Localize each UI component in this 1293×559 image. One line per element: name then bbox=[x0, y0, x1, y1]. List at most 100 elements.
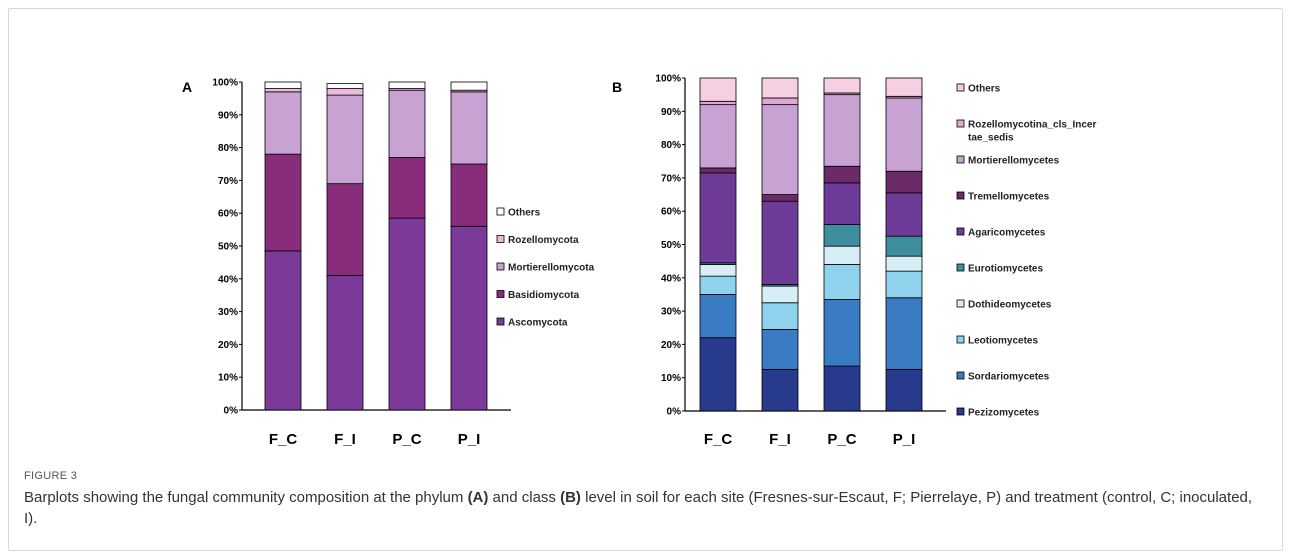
bar-segment-agaricomycetes bbox=[885, 192, 923, 237]
y-tick-label: 40% bbox=[218, 274, 238, 285]
bar-segment-sordariomycetes bbox=[885, 297, 923, 370]
legend-label: Mortierellomycetes bbox=[968, 156, 1060, 167]
x-category-label: P_I bbox=[893, 431, 916, 448]
figure-label: FIGURE 3 bbox=[24, 470, 78, 482]
panel-b-chart: B 0% 10% 20% 30% 40% 50% 60% 70% 80% 90% 100% F_C F_I… bbox=[612, 74, 1096, 449]
legend-swatch bbox=[956, 227, 965, 236]
y-tick-label: 60% bbox=[661, 207, 681, 218]
legend-swatch bbox=[496, 290, 505, 298]
bar-segment-pezizomycetes bbox=[761, 368, 799, 412]
legend-swatch bbox=[956, 191, 965, 200]
x-category-label: P_C bbox=[392, 431, 421, 448]
y-tick-label: 50% bbox=[661, 240, 681, 251]
figure-caption: Barplots showing the fungal community co… bbox=[24, 487, 1269, 529]
bar-segment-rozellomycota bbox=[264, 88, 302, 93]
bar-segment-leotiomycetes bbox=[761, 302, 799, 330]
panel-b-letter: B bbox=[612, 79, 622, 95]
y-tick-label: 80% bbox=[661, 140, 681, 151]
legend-swatch bbox=[956, 263, 965, 272]
bar-segment-others bbox=[264, 81, 302, 89]
bar-segment-basidiomycota bbox=[388, 157, 426, 219]
bar-segment-mortierellomycetes bbox=[699, 104, 737, 169]
legend-label: Sordariomycetes bbox=[968, 372, 1050, 383]
y-tick-label: 10% bbox=[218, 373, 238, 384]
legend-label: Agaricomycetes bbox=[968, 228, 1046, 239]
bar-segment-tremellomycetes bbox=[761, 194, 799, 202]
legend-label: Tremellomycetes bbox=[968, 192, 1050, 203]
panel-a-chart: A 0% 10% 20% 30% 40% 50% 60% 70% 80% 90% 100% F_C F_I… bbox=[182, 78, 595, 449]
bar-segment-mortierellomycota bbox=[326, 94, 364, 185]
bar-segment-others bbox=[699, 77, 737, 102]
bar-segment-leotiomycetes bbox=[699, 275, 737, 295]
y-tick-label: 40% bbox=[661, 273, 681, 284]
legend-swatch bbox=[496, 207, 505, 216]
bar-segment-basidiomycota bbox=[450, 163, 488, 227]
y-tick-label: 20% bbox=[661, 340, 681, 351]
bar-segment-tremellomycetes bbox=[699, 167, 737, 174]
legend-swatch bbox=[956, 407, 965, 416]
legend-swatch bbox=[956, 83, 965, 92]
bar-segment-basidiomycota bbox=[264, 153, 302, 252]
bar-segment-pezizomycetes bbox=[699, 337, 737, 412]
bar-segment-rozellomycotina-cls-incertae-sedis bbox=[761, 97, 799, 106]
legend-swatch bbox=[956, 119, 965, 128]
y-tick-label: 100% bbox=[212, 78, 238, 89]
y-tick-label: 90% bbox=[661, 107, 681, 118]
legend-label: Others bbox=[508, 208, 541, 219]
bar-segment-others bbox=[823, 77, 861, 94]
legend-label: Rozellomycotina_cls_Incer bbox=[968, 120, 1096, 131]
y-tick-label: 100% bbox=[655, 74, 681, 85]
bar-segment-mortierellomycetes bbox=[885, 97, 923, 172]
bar-segment-ascomycota bbox=[450, 225, 488, 411]
bar-segment-dothideomycetes bbox=[885, 255, 923, 272]
y-tick-label: 70% bbox=[661, 173, 681, 184]
legend-label: Others bbox=[968, 84, 1001, 95]
x-category-label: P_I bbox=[458, 431, 481, 448]
legend-label: Mortierellomycota bbox=[508, 263, 595, 274]
legend-swatch bbox=[496, 235, 505, 243]
caption-part-1: Barplots showing the fungal community co… bbox=[24, 489, 468, 506]
y-tick-label: 0% bbox=[667, 407, 682, 418]
bar-segment-sordariomycetes bbox=[761, 329, 799, 370]
y-tick-label: 70% bbox=[218, 176, 238, 187]
panel-a-letter: A bbox=[182, 79, 192, 95]
y-tick-label: 0% bbox=[224, 406, 239, 417]
legend-swatch bbox=[956, 155, 965, 164]
bar-segment-dothideomycetes bbox=[823, 245, 861, 265]
y-tick-label: 30% bbox=[218, 307, 238, 318]
bar-segment-agaricomycetes bbox=[823, 182, 861, 225]
bar-segment-others bbox=[761, 77, 799, 99]
bar-segment-mortierellomycetes bbox=[823, 94, 861, 167]
bar-segment-ascomycota bbox=[264, 250, 302, 411]
bar-segment-sordariomycetes bbox=[699, 294, 737, 339]
figure-svg: A 0% 10% 20% 30% 40% 50% 60% 70% 80% 90% 100% F_C F_I… bbox=[182, 74, 1096, 449]
caption-part-2: and class bbox=[488, 489, 561, 506]
bar-segment-rozellomycota bbox=[326, 88, 364, 96]
bar-segment-others bbox=[450, 81, 488, 91]
bar-segment-mortierellomycota bbox=[388, 89, 426, 158]
bar-segment-sordariomycetes bbox=[823, 299, 861, 367]
legend-label: Leotiomycetes bbox=[968, 336, 1038, 347]
bar-segment-others bbox=[326, 83, 364, 89]
y-tick-label: 80% bbox=[218, 143, 238, 154]
bar-segment-agaricomycetes bbox=[699, 172, 737, 264]
x-category-label: F_C bbox=[704, 431, 733, 448]
bar-segment-leotiomycetes bbox=[885, 270, 923, 299]
bar-segment-pezizomycetes bbox=[823, 365, 861, 412]
x-category-label: P_C bbox=[827, 431, 856, 448]
bar-segment-rozellomycotina-cls-incertae-sedis bbox=[699, 100, 737, 106]
legend-label: Ascomycota bbox=[508, 318, 568, 329]
legend-swatch bbox=[956, 371, 965, 380]
legend-label: Pezizomycetes bbox=[968, 408, 1040, 419]
y-tick-label: 10% bbox=[661, 373, 681, 384]
bar-segment-others bbox=[388, 81, 426, 89]
bar-segment-dothideomycetes bbox=[761, 285, 799, 304]
bar-segment-others bbox=[885, 77, 923, 97]
y-tick-label: 90% bbox=[218, 110, 238, 121]
legend-label: Eurotiomycetes bbox=[968, 264, 1043, 275]
legend-label: tae_sedis bbox=[968, 133, 1014, 144]
bar-segment-ascomycota bbox=[326, 275, 364, 411]
bar-segment-eurotiomycetes bbox=[885, 235, 923, 257]
bar-segment-basidiomycota bbox=[326, 183, 364, 276]
